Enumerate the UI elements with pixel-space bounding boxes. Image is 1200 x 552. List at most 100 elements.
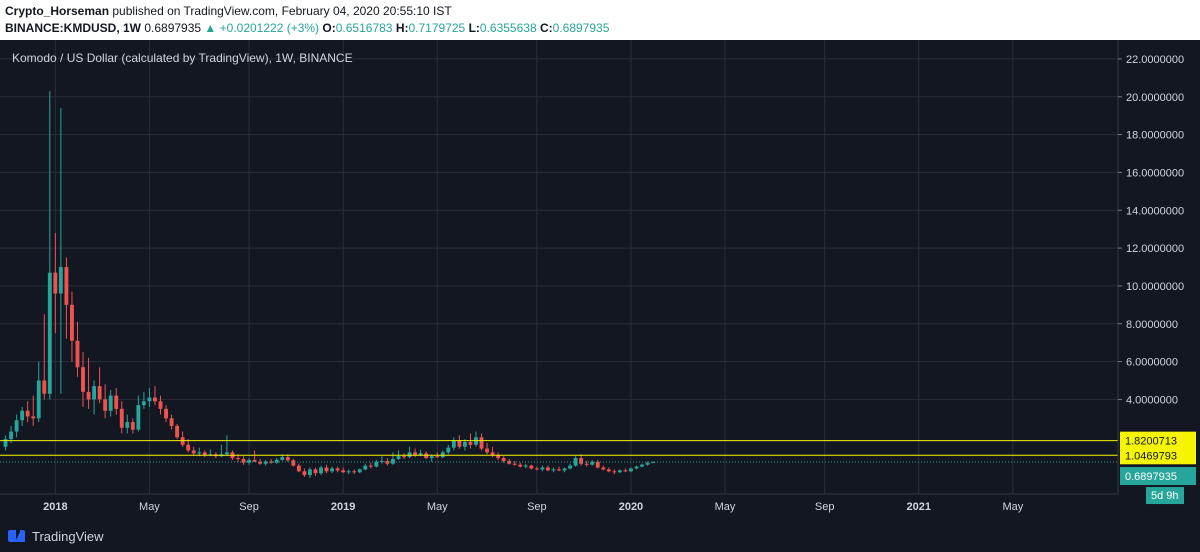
candle[interactable] [379, 456, 384, 464]
candle[interactable] [25, 401, 30, 423]
candle[interactable] [557, 466, 561, 472]
candle[interactable] [512, 460, 517, 466]
candle[interactable] [534, 466, 539, 471]
candle[interactable] [180, 431, 185, 447]
candle[interactable] [70, 291, 74, 362]
candle[interactable] [640, 463, 644, 468]
candle[interactable] [191, 446, 196, 456]
candle[interactable] [629, 467, 633, 473]
candle[interactable] [164, 405, 168, 423]
candle[interactable] [241, 456, 246, 465]
candle[interactable] [573, 456, 578, 467]
candle[interactable] [252, 450, 257, 462]
candle[interactable] [224, 435, 229, 457]
candle[interactable] [136, 395, 141, 432]
candle[interactable] [97, 367, 102, 404]
candle[interactable] [634, 465, 639, 470]
candle[interactable] [485, 442, 489, 455]
candle[interactable] [501, 456, 506, 463]
candle[interactable] [368, 462, 373, 469]
candle[interactable] [617, 469, 622, 474]
candle[interactable] [147, 388, 152, 407]
candle[interactable] [357, 468, 362, 474]
candle[interactable] [269, 459, 274, 464]
candle[interactable] [92, 380, 97, 415]
candle[interactable] [308, 467, 312, 478]
candle[interactable] [562, 467, 567, 473]
candle[interactable] [440, 450, 445, 459]
candle[interactable] [36, 361, 41, 423]
candle[interactable] [595, 459, 600, 469]
candle[interactable] [507, 459, 512, 465]
candle[interactable] [64, 257, 69, 339]
candle[interactable] [258, 459, 263, 465]
candle[interactable] [14, 414, 19, 438]
candle[interactable] [496, 452, 501, 460]
candle[interactable] [119, 401, 124, 434]
candle[interactable] [186, 439, 191, 453]
candle[interactable] [53, 232, 58, 334]
candle[interactable] [341, 467, 346, 474]
candle[interactable] [446, 444, 451, 455]
author-name[interactable]: Crypto_Horseman [5, 4, 110, 18]
candle[interactable] [651, 461, 656, 464]
candle[interactable] [9, 425, 14, 443]
candle[interactable] [274, 458, 279, 464]
candle[interactable] [31, 395, 36, 426]
candle[interactable] [58, 108, 63, 394]
candle[interactable] [153, 386, 157, 406]
candle[interactable] [247, 458, 251, 465]
candle[interactable] [346, 469, 351, 475]
candle[interactable] [81, 352, 85, 407]
candle[interactable] [291, 459, 296, 467]
candle[interactable] [42, 314, 47, 400]
candle[interactable] [302, 468, 307, 477]
candle[interactable] [413, 448, 418, 458]
candle[interactable] [451, 437, 456, 451]
candle[interactable] [402, 453, 406, 460]
candle[interactable] [330, 466, 335, 474]
candle[interactable] [86, 357, 91, 409]
candle[interactable] [197, 447, 202, 457]
candle[interactable] [623, 468, 628, 473]
candle[interactable] [108, 389, 113, 417]
candle[interactable] [457, 435, 462, 449]
candle[interactable] [175, 424, 180, 440]
candle[interactable] [601, 465, 606, 471]
candle[interactable] [352, 469, 357, 475]
candle[interactable] [3, 435, 8, 451]
candle[interactable] [47, 91, 52, 400]
candle[interactable] [645, 461, 650, 466]
candle[interactable] [590, 459, 595, 466]
candle[interactable] [612, 469, 617, 475]
candle[interactable] [75, 321, 80, 377]
candle[interactable] [407, 446, 412, 459]
candle[interactable] [374, 459, 379, 468]
candle[interactable] [540, 465, 545, 472]
candle[interactable] [545, 465, 550, 472]
candle[interactable] [313, 467, 318, 477]
candle[interactable] [518, 462, 523, 468]
candle[interactable] [202, 450, 207, 458]
candle[interactable] [130, 418, 135, 434]
chart-area[interactable]: 4.0000000 6.0000000 8.0000000 10.0000000 12.… [0, 40, 1200, 520]
candle[interactable] [584, 460, 589, 467]
candle[interactable] [551, 467, 556, 473]
candle[interactable] [474, 431, 478, 447]
candle[interactable] [20, 406, 25, 426]
candle[interactable] [568, 463, 573, 470]
candle[interactable] [125, 414, 130, 434]
candle[interactable] [579, 454, 584, 466]
candle[interactable] [319, 465, 323, 476]
candle[interactable] [335, 466, 340, 473]
candle[interactable] [158, 395, 163, 415]
candle[interactable] [263, 459, 268, 466]
candle[interactable] [169, 414, 174, 430]
candle[interactable] [324, 464, 329, 474]
candle[interactable] [606, 467, 611, 473]
candle[interactable] [114, 388, 119, 415]
candle[interactable] [363, 463, 368, 471]
candle[interactable] [529, 464, 534, 470]
candle[interactable] [103, 384, 108, 419]
candlestick-chart[interactable]: 4.0000000 6.0000000 8.0000000 10.0000000 12.… [0, 40, 1200, 520]
